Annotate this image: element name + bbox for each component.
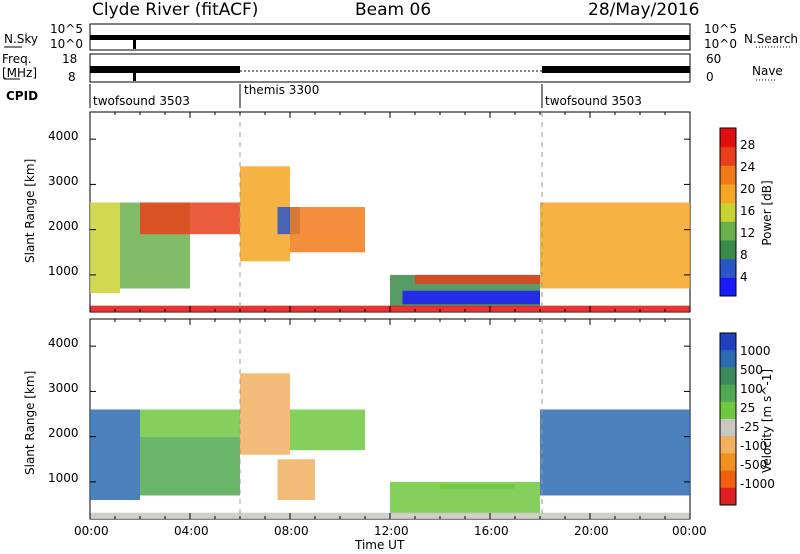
velocity-colorbar-frame [719,332,737,506]
beam-label: Beam 06 [355,0,432,20]
freq-band-3 [542,66,690,73]
vel-cbar-tick-m500: -500 [740,458,768,472]
power-colorbar-swatch [720,184,736,204]
date-label: 28/May/2016 [588,0,700,20]
power-cbar-tick-8: 8 [740,248,748,262]
power-cbar-tick-4: 4 [740,270,748,284]
freq-band-1 [90,66,240,73]
freq-unit-label: [MHz] [2,66,38,80]
velocity-region-0 [90,409,140,500]
power-colorbar-swatch [720,277,736,297]
velocity-ytick-2000: 2000 [48,426,79,440]
velocity-colorbar-swatch [720,333,736,351]
power-region-5 [290,207,365,253]
velocity-colorbar-swatch [720,350,736,368]
power-region-0 [90,202,120,293]
xtick-4: 16:00 [474,524,509,538]
freq-tick-bottom: 8 [68,70,76,84]
nave-tick-bottom: 0 [706,70,714,84]
velocity-colorbar-swatch [720,487,736,506]
nsky-band [90,35,690,40]
velocity-colorbar-swatch [720,470,736,489]
xtick-2: 08:00 [274,524,309,538]
power-colorbar-swatch [720,128,736,148]
velocity-colorbar-swatch [720,419,736,437]
velocity-region-5 [277,459,315,500]
nsky-label: N.Sky [4,32,39,46]
cpid-segment-3: twofsound 3503 [545,94,642,108]
vel-cbar-tick-500: 500 [740,363,763,377]
power-ytick-4000: 4000 [48,129,79,143]
xtick-1: 04:00 [174,524,209,538]
nsky-spike [133,37,136,49]
velocity-colorbar [720,333,736,506]
power-colorbar-swatch [720,240,736,260]
power-colorbar-swatch [720,221,736,241]
vel-cbar-tick-100: 100 [740,382,763,396]
freq-spike [133,66,136,81]
station-title: Clyde River (fitACF) [92,0,259,20]
power-cbar-tick-16: 16 [740,204,756,218]
xtick-6: 00:00 [672,524,707,538]
power-colorbar-frame [719,127,737,297]
xaxis-label: Time UT [355,538,405,552]
xtick-5: 20:00 [574,524,609,538]
power-colorbar [720,128,736,297]
freq-label: Freq. [2,52,32,66]
vel-cbar-tick-m1000: -1000 [740,477,775,491]
cpid-label: CPID [6,89,39,103]
power-colorbar-swatch [720,202,736,222]
xtick-0: 00:00 [74,524,109,538]
nsearch-tick-bottom: 10^0 [704,37,737,51]
power-cbar-tick-20: 20 [740,182,756,196]
cpid-segment-1: twofsound 3503 [93,94,190,108]
power-region-7 [402,290,540,305]
vel-cbar-tick-25: 25 [740,401,756,415]
velocity-region-2 [140,409,240,437]
nsearch-tick-top: 10^5 [704,22,737,36]
power-ytick-2000: 2000 [48,219,79,233]
nave-tick-top: 60 [706,52,722,66]
axis-ticks [89,112,691,519]
velocity-heatmap [90,373,690,519]
nsky-tick-top: 10^5 [50,22,83,36]
power-region-2 [140,202,240,235]
velocity-region-7 [440,484,515,489]
power-cbar-tick-12: 12 [740,226,756,240]
vel-cbar-tick-1000: 1000 [740,344,771,358]
cpid-segment-2: themis 3300 [244,83,320,97]
velocity-colorbar-swatch [720,384,736,403]
power-heatmap [90,166,690,312]
nsearch-label: N.Search [744,32,799,46]
velocity-ytick-4000: 4000 [48,336,79,350]
nsky-tick-bottom: 10^0 [50,37,83,51]
power-ytick-1000: 1000 [48,264,79,278]
power-cbar-tick-28: 28 [740,138,756,152]
power-region-8 [415,274,540,284]
power-ytick-3000: 3000 [48,174,79,188]
velocity-colorbar-swatch [720,401,736,420]
freq-tick-top: 18 [62,52,78,66]
velocity-region-1 [140,436,240,496]
velocity-region-4 [290,409,365,451]
power-cbar-tick-24: 24 [740,160,756,174]
power-region-9 [540,202,690,289]
velocity-colorbar-swatch [720,453,736,472]
vel-cbar-tick-m100: -100 [740,439,768,453]
velocity-colorbar-swatch [720,367,736,386]
velocity-region-3 [240,373,290,455]
power-colorbar-swatch [720,165,736,185]
power-colorbar-swatch [720,258,736,278]
velocity-ytick-3000: 3000 [48,381,79,395]
velocity-ytick-1000: 1000 [48,471,79,485]
xtick-3: 12:00 [374,524,409,538]
vel-cbar-tick-m25: -25 [740,420,760,434]
power-colorbar-swatch [720,146,736,166]
nave-label: Nave [752,64,783,78]
velocity-colorbar-swatch [720,436,736,454]
velocity-region-8 [540,409,690,496]
